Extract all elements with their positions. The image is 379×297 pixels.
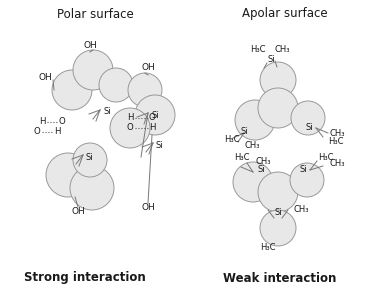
Circle shape	[52, 70, 92, 110]
Circle shape	[258, 88, 298, 128]
Circle shape	[290, 163, 324, 197]
Text: Apolar surface: Apolar surface	[242, 7, 328, 20]
Text: OH: OH	[141, 64, 155, 72]
Text: Si: Si	[156, 140, 164, 149]
Text: O: O	[127, 124, 133, 132]
Text: Si: Si	[240, 127, 248, 137]
Text: Si: Si	[86, 152, 94, 162]
Circle shape	[233, 162, 273, 202]
Circle shape	[73, 143, 107, 177]
Text: OH: OH	[38, 73, 52, 83]
Circle shape	[110, 108, 150, 148]
Text: H₃C: H₃C	[224, 135, 240, 145]
Text: Strong interaction: Strong interaction	[24, 271, 146, 285]
Text: CH₃: CH₃	[244, 140, 260, 149]
Circle shape	[135, 95, 175, 135]
Circle shape	[46, 153, 90, 197]
Text: Si: Si	[103, 108, 111, 116]
Text: Si: Si	[305, 122, 313, 132]
Text: O: O	[34, 127, 41, 137]
Text: H₃C: H₃C	[318, 152, 334, 162]
Text: OH: OH	[83, 40, 97, 50]
Text: Si: Si	[151, 110, 159, 119]
Text: O: O	[149, 113, 155, 122]
Text: H₃C: H₃C	[260, 242, 276, 252]
Circle shape	[260, 62, 296, 98]
Circle shape	[99, 68, 133, 102]
Text: Polar surface: Polar surface	[56, 7, 133, 20]
Circle shape	[258, 172, 298, 212]
Text: H₃C: H₃C	[234, 154, 250, 162]
Text: Si: Si	[274, 208, 282, 217]
Circle shape	[291, 101, 325, 135]
Text: Si: Si	[299, 165, 307, 173]
Circle shape	[260, 210, 296, 246]
Text: CH₃: CH₃	[274, 45, 290, 55]
Text: Weak interaction: Weak interaction	[223, 271, 337, 285]
Text: OH: OH	[71, 208, 85, 217]
Circle shape	[70, 166, 114, 210]
Circle shape	[73, 50, 113, 90]
Text: CH₃: CH₃	[330, 129, 346, 138]
Text: H: H	[39, 118, 45, 127]
Text: H: H	[127, 113, 133, 122]
Text: Si: Si	[258, 165, 266, 175]
Text: H₃C: H₃C	[328, 138, 343, 146]
Text: CH₃: CH₃	[330, 159, 346, 168]
Text: H: H	[149, 124, 155, 132]
Text: OH: OH	[141, 203, 155, 212]
Text: CH₃: CH₃	[255, 157, 271, 167]
Text: CH₃: CH₃	[294, 206, 310, 214]
Text: H₃C: H₃C	[250, 45, 266, 55]
Text: H: H	[54, 127, 60, 137]
Text: Si: Si	[267, 55, 275, 64]
Text: O: O	[59, 118, 65, 127]
Circle shape	[128, 73, 162, 107]
Circle shape	[235, 100, 275, 140]
